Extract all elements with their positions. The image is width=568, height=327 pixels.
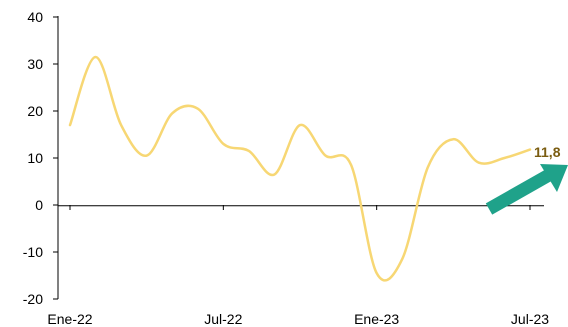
y-axis: -20 -10 0 10 20 30 40 (23, 9, 59, 307)
x-tick-label: Jul-22 (204, 311, 242, 327)
y-tick-label: 10 (27, 150, 43, 166)
y-tick-label: 0 (35, 197, 43, 213)
x-tick-label: Ene-23 (354, 311, 399, 327)
data-label-last: 11,8 (534, 144, 561, 160)
series-line (68, 55, 532, 282)
y-tick-label: 40 (27, 9, 43, 25)
y-tick-label: 30 (27, 56, 43, 72)
arrow-head-icon (540, 164, 568, 192)
x-axis: Ene-22 Jul-22 Ene-23 Jul-23 (47, 205, 549, 327)
x-tick-label: Jul-23 (511, 311, 549, 327)
arrow-icon (485, 169, 553, 215)
y-tick-label: -20 (23, 291, 43, 307)
y-tick-label: -10 (23, 244, 43, 260)
x-tick-label: Ene-22 (47, 311, 92, 327)
annotation-arrow (485, 164, 568, 215)
y-tick-label: 20 (27, 103, 43, 119)
